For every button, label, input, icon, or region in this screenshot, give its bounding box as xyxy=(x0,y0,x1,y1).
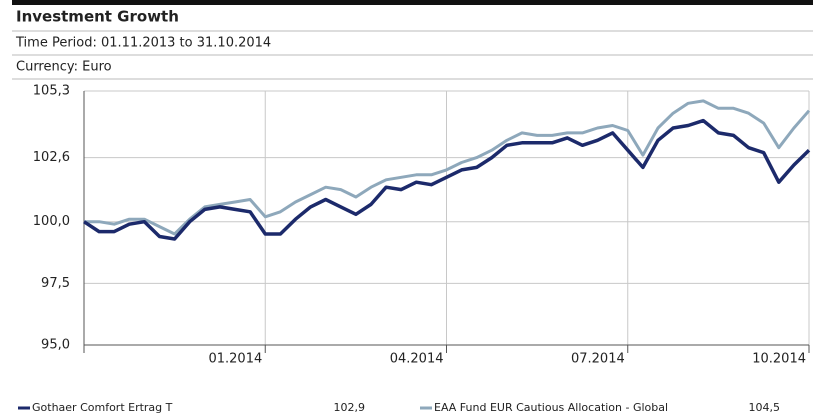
y-tick-label: 102,6 xyxy=(33,150,70,165)
legend-value: 104,5 xyxy=(749,401,781,414)
x-tick-label: 10.2014 xyxy=(752,352,806,367)
x-tick-label: 01.2014 xyxy=(208,352,262,367)
y-tick-label: 97,5 xyxy=(41,276,70,291)
subtitle: Time Period: 01.11.2013 to 31.10.2014 xyxy=(15,36,271,51)
legend-label: Gothaer Comfort Ertrag T xyxy=(32,401,173,414)
chart-title: Investment Growth xyxy=(16,8,179,26)
legend-label: EAA Fund EUR Cautious Allocation - Globa… xyxy=(434,401,668,414)
y-tick-label: 100,0 xyxy=(33,214,70,229)
y-tick-label: 95,0 xyxy=(41,338,70,353)
y-tick-label: 105,3 xyxy=(33,84,70,99)
top-bar xyxy=(12,0,813,5)
legend-value: 102,9 xyxy=(334,401,366,414)
currency: Currency: Euro xyxy=(16,60,112,75)
series-line xyxy=(83,118,811,241)
x-tick-label: 07.2014 xyxy=(571,352,625,367)
x-tick-label: 04.2014 xyxy=(390,352,444,367)
series-line xyxy=(84,99,811,236)
